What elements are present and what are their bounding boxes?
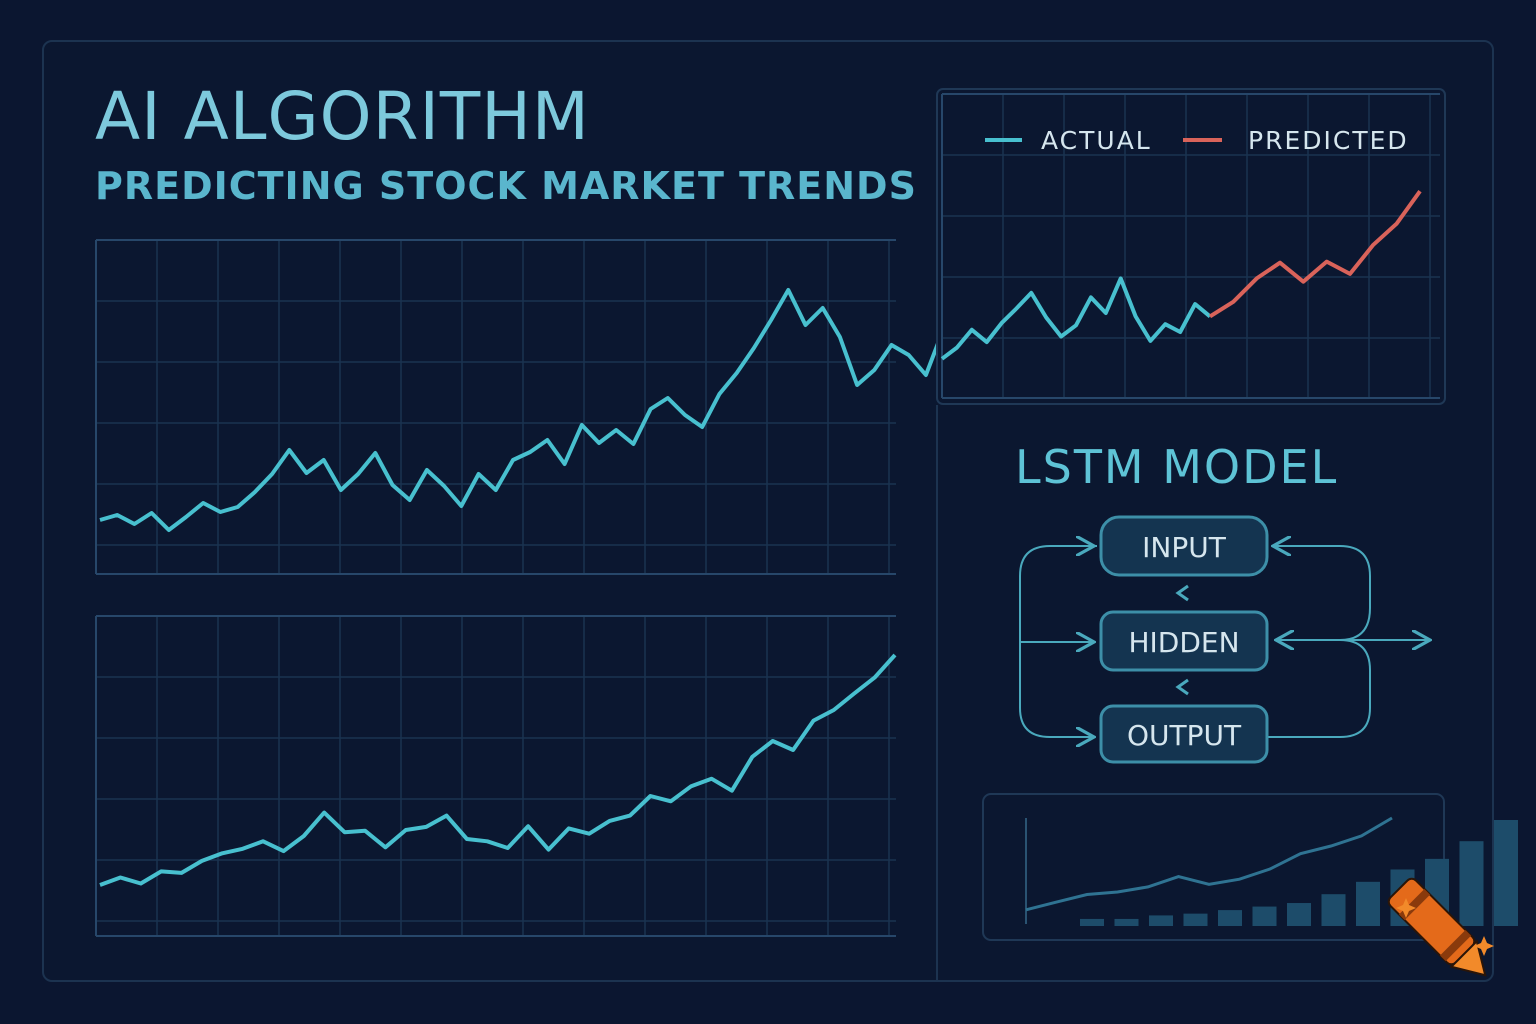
mini-bar [1114, 918, 1139, 926]
mini-bar [1218, 910, 1242, 926]
mini-bar [1356, 881, 1380, 926]
mini-bar [1149, 915, 1173, 926]
secondary-chart-grid [95, 615, 896, 937]
prediction-chart: ACTUAL PREDICTED [936, 88, 1446, 405]
mini-bar-chart [982, 793, 1518, 941]
secondary-price-chart [95, 615, 897, 937]
legend-label-predicted: PREDICTED [1248, 126, 1409, 155]
lstm-node-label: INPUT [1142, 531, 1227, 564]
mini-bar [1287, 903, 1311, 926]
mini-bar [1183, 913, 1208, 926]
actual-series-line [940, 276, 1212, 361]
prediction-chart-grid [941, 93, 1440, 399]
main-price-line [99, 248, 1100, 532]
right-lower-loop-connector [1268, 639, 1371, 738]
page-title: AI ALGORITHM [95, 78, 590, 155]
hidden-output-chevron-icon [1175, 678, 1189, 696]
predicted-series-line [1208, 190, 1422, 319]
lstm-title: LSTM MODEL [1015, 440, 1339, 494]
lstm-node-hidden: HIDDEN [1099, 610, 1269, 672]
crayon-icon [1387, 877, 1487, 977]
mini-bar-trend-line [1025, 816, 1393, 912]
secondary-price-line [99, 653, 897, 887]
right-upper-loop-connector [1278, 545, 1371, 640]
mini-bar [1252, 906, 1277, 926]
legend: ACTUAL PREDICTED [985, 126, 1409, 155]
main-chart-grid [95, 239, 896, 575]
lstm-diagram: INPUT HIDDEN OUTPUT [1019, 515, 1428, 764]
mini-bar [1494, 820, 1518, 926]
input-hidden-chevron-icon [1175, 584, 1189, 602]
sparkle-icon [1396, 898, 1416, 918]
lstm-node-label: HIDDEN [1128, 626, 1239, 659]
main-price-chart [95, 239, 1100, 575]
mini-bar [1080, 918, 1104, 926]
lstm-node-input: INPUT [1099, 515, 1269, 577]
mini-bar [1459, 841, 1484, 926]
page-subtitle: PREDICTING STOCK MARKET TRENDS [95, 164, 917, 208]
sparkle-icon [1474, 936, 1494, 956]
lstm-node-output: OUTPUT [1099, 704, 1269, 764]
legend-label-actual: ACTUAL [1041, 126, 1152, 155]
mini-bar [1321, 894, 1346, 926]
lstm-node-label: OUTPUT [1127, 719, 1242, 752]
